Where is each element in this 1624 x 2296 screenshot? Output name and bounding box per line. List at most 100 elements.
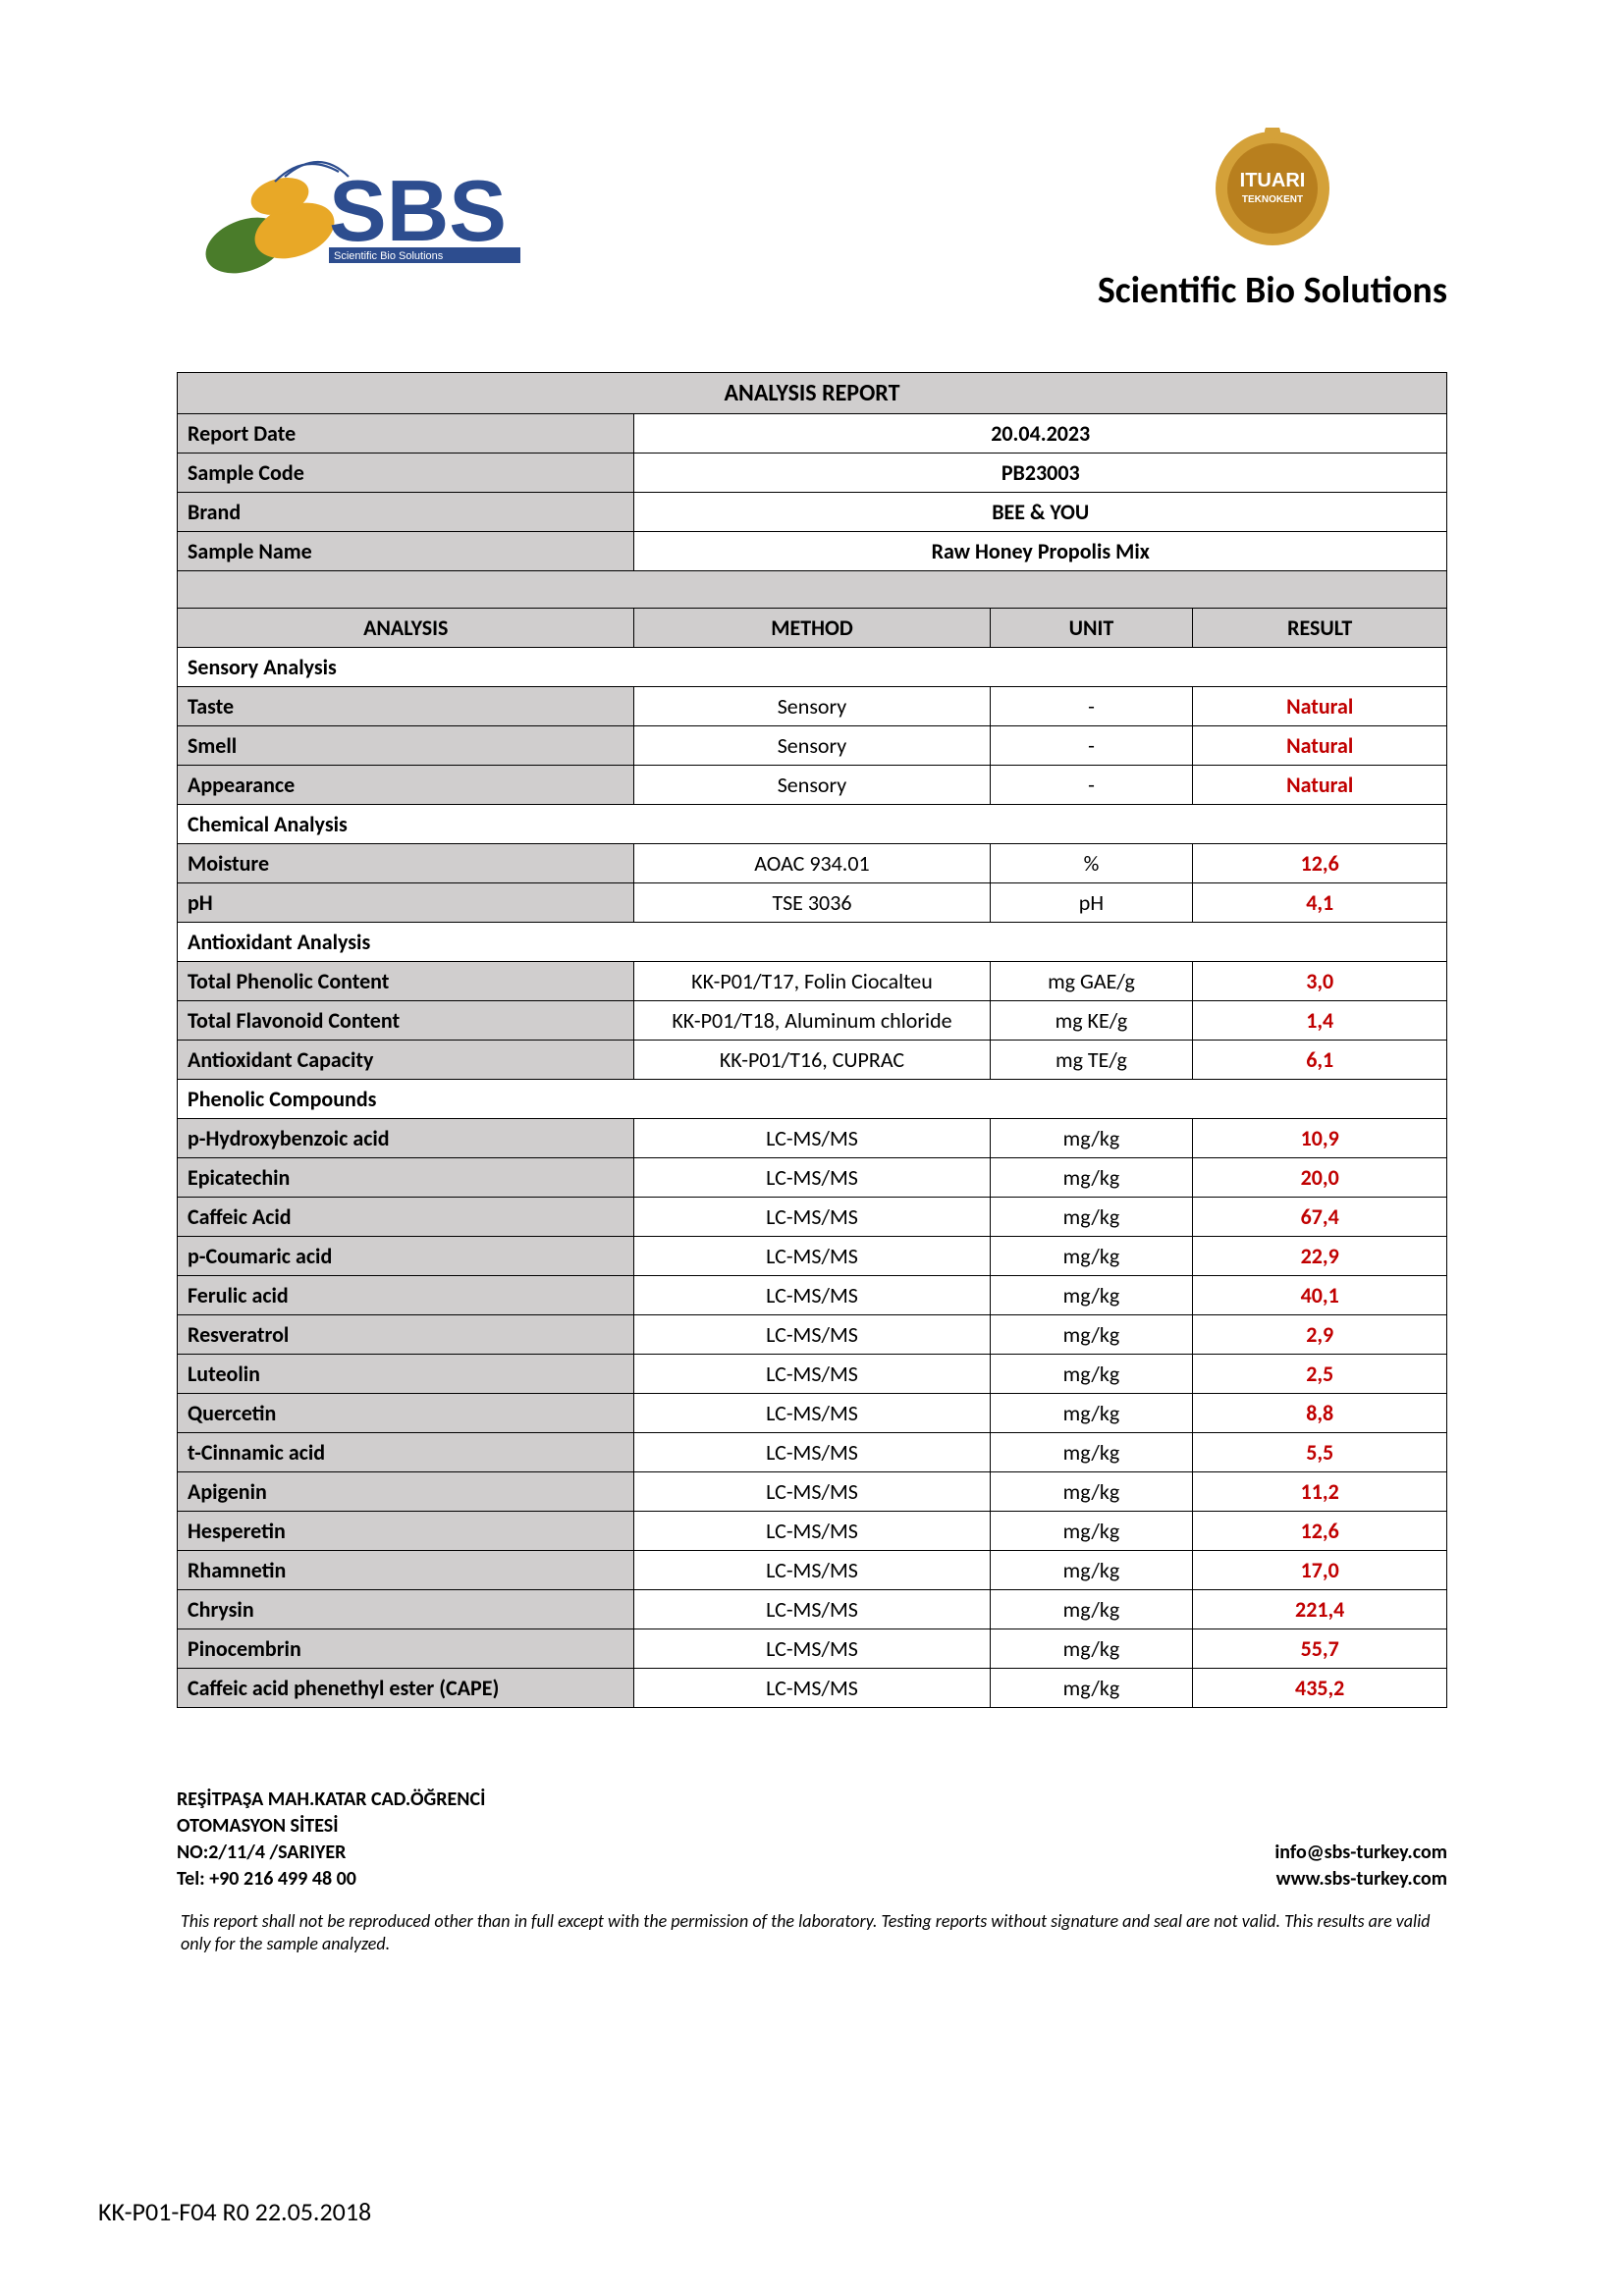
meta-value: 20.04.2023 xyxy=(634,414,1447,454)
address-line: REŞİTPAŞA MAH.KATAR CAD.ÖĞRENCİ xyxy=(177,1787,485,1813)
analysis-method: Sensory xyxy=(634,687,990,726)
analysis-unit: mg GAE/g xyxy=(990,962,1193,1001)
analysis-result: 2,5 xyxy=(1193,1355,1447,1394)
col-method: METHOD xyxy=(634,609,990,648)
disclaimer: This report shall not be reproduced othe… xyxy=(177,1910,1447,1956)
sbs-logo: SBS Scientific Bio Solutions xyxy=(177,128,530,304)
analysis-unit: pH xyxy=(990,883,1193,923)
analysis-name: p-Coumaric acid xyxy=(178,1237,634,1276)
analysis-method: TSE 3036 xyxy=(634,883,990,923)
meta-label: Brand xyxy=(178,493,634,532)
analysis-method: KK-P01/T18, Aluminum chloride xyxy=(634,1001,990,1041)
svg-text:ITUARI: ITUARI xyxy=(1240,170,1306,191)
analysis-result: 3,0 xyxy=(1193,962,1447,1001)
analysis-name: Caffeic acid phenethyl ester (CAPE) xyxy=(178,1669,634,1708)
analysis-unit: mg/kg xyxy=(990,1551,1193,1590)
analysis-unit: mg/kg xyxy=(990,1198,1193,1237)
analysis-method: LC-MS/MS xyxy=(634,1472,990,1512)
analysis-result: 11,2 xyxy=(1193,1472,1447,1512)
meta-label: Sample Name xyxy=(178,532,634,571)
address-tel: Tel: +90 216 499 48 00 xyxy=(177,1866,485,1893)
address-line: OTOMASYON SİTESİ xyxy=(177,1813,485,1840)
analysis-unit: mg/kg xyxy=(990,1629,1193,1669)
logo-subtext: Scientific Bio Solutions xyxy=(334,250,444,262)
col-analysis: ANALYSIS xyxy=(178,609,634,648)
analysis-name: Epicatechin xyxy=(178,1158,634,1198)
analysis-name: Pinocembrin xyxy=(178,1629,634,1669)
meta-label: Sample Code xyxy=(178,454,634,493)
analysis-method: LC-MS/MS xyxy=(634,1276,990,1315)
analysis-result: 12,6 xyxy=(1193,844,1447,883)
analysis-name: Total Phenolic Content xyxy=(178,962,634,1001)
analysis-method: Sensory xyxy=(634,726,990,766)
svg-text:TEKNOKENT: TEKNOKENT xyxy=(1242,194,1303,205)
analysis-unit: mg/kg xyxy=(990,1669,1193,1708)
analysis-name: Caffeic Acid xyxy=(178,1198,634,1237)
analysis-result: Natural xyxy=(1193,766,1447,805)
analysis-result: 17,0 xyxy=(1193,1551,1447,1590)
analysis-method: LC-MS/MS xyxy=(634,1315,990,1355)
analysis-result: 1,4 xyxy=(1193,1001,1447,1041)
analysis-name: p-Hydroxybenzoic acid xyxy=(178,1119,634,1158)
section-heading: Chemical Analysis xyxy=(178,805,1447,844)
analysis-method: LC-MS/MS xyxy=(634,1198,990,1237)
analysis-result: 12,6 xyxy=(1193,1512,1447,1551)
footer-address: REŞİTPAŞA MAH.KATAR CAD.ÖĞRENCİ OTOMASYO… xyxy=(177,1787,485,1893)
analysis-result: 8,8 xyxy=(1193,1394,1447,1433)
meta-value: BEE & YOU xyxy=(634,493,1447,532)
analysis-unit: mg/kg xyxy=(990,1119,1193,1158)
analysis-unit: mg/kg xyxy=(990,1237,1193,1276)
analysis-result: 55,7 xyxy=(1193,1629,1447,1669)
analysis-name: Total Flavonoid Content xyxy=(178,1001,634,1041)
analysis-method: LC-MS/MS xyxy=(634,1355,990,1394)
section-heading: Antioxidant Analysis xyxy=(178,923,1447,962)
analysis-name: Taste xyxy=(178,687,634,726)
footer-email: info@sbs-turkey.com xyxy=(1274,1840,1447,1866)
analysis-result: 67,4 xyxy=(1193,1198,1447,1237)
company-title: Scientific Bio Solutions xyxy=(1098,268,1447,313)
meta-value: PB23003 xyxy=(634,454,1447,493)
analysis-name: Ferulic acid xyxy=(178,1276,634,1315)
analysis-method: LC-MS/MS xyxy=(634,1119,990,1158)
analysis-method: LC-MS/MS xyxy=(634,1237,990,1276)
analysis-name: Quercetin xyxy=(178,1394,634,1433)
analysis-result: 221,4 xyxy=(1193,1590,1447,1629)
analysis-unit: % xyxy=(990,844,1193,883)
analysis-name: Hesperetin xyxy=(178,1512,634,1551)
analysis-method: LC-MS/MS xyxy=(634,1394,990,1433)
section-heading: Phenolic Compounds xyxy=(178,1080,1447,1119)
header: SBS Scientific Bio Solutions ITUARI TEKN… xyxy=(177,128,1447,313)
analysis-method: LC-MS/MS xyxy=(634,1433,990,1472)
footer-contact: info@sbs-turkey.com www.sbs-turkey.com xyxy=(1274,1840,1447,1893)
col-unit: UNIT xyxy=(990,609,1193,648)
analysis-result: 22,9 xyxy=(1193,1237,1447,1276)
analysis-name: Apigenin xyxy=(178,1472,634,1512)
analysis-report-table: ANALYSIS REPORTReport Date20.04.2023Samp… xyxy=(177,372,1447,1708)
analysis-method: LC-MS/MS xyxy=(634,1158,990,1198)
analysis-result: 6,1 xyxy=(1193,1041,1447,1080)
analysis-name: Appearance xyxy=(178,766,634,805)
logo-text: SBS xyxy=(329,162,507,259)
analysis-method: LC-MS/MS xyxy=(634,1551,990,1590)
analysis-unit: mg/kg xyxy=(990,1433,1193,1472)
analysis-method: AOAC 934.01 xyxy=(634,844,990,883)
analysis-result: 40,1 xyxy=(1193,1276,1447,1315)
analysis-result: 20,0 xyxy=(1193,1158,1447,1198)
analysis-unit: mg/kg xyxy=(990,1276,1193,1315)
col-result: RESULT xyxy=(1193,609,1447,648)
analysis-method: Sensory xyxy=(634,766,990,805)
meta-value: Raw Honey Propolis Mix xyxy=(634,532,1447,571)
analysis-method: LC-MS/MS xyxy=(634,1669,990,1708)
document-code: KK-P01-F04 R0 22.05.2018 xyxy=(98,2196,371,2227)
analysis-name: pH xyxy=(178,883,634,923)
analysis-unit: mg/kg xyxy=(990,1512,1193,1551)
analysis-result: Natural xyxy=(1193,726,1447,766)
meta-label: Report Date xyxy=(178,414,634,454)
analysis-unit: - xyxy=(990,766,1193,805)
analysis-name: Chrysin xyxy=(178,1590,634,1629)
analysis-method: KK-P01/T17, Folin Ciocalteu xyxy=(634,962,990,1001)
footer: REŞİTPAŞA MAH.KATAR CAD.ÖĞRENCİ OTOMASYO… xyxy=(177,1787,1447,1893)
analysis-method: LC-MS/MS xyxy=(634,1512,990,1551)
analysis-method: KK-P01/T16, CUPRAC xyxy=(634,1041,990,1080)
analysis-unit: - xyxy=(990,726,1193,766)
